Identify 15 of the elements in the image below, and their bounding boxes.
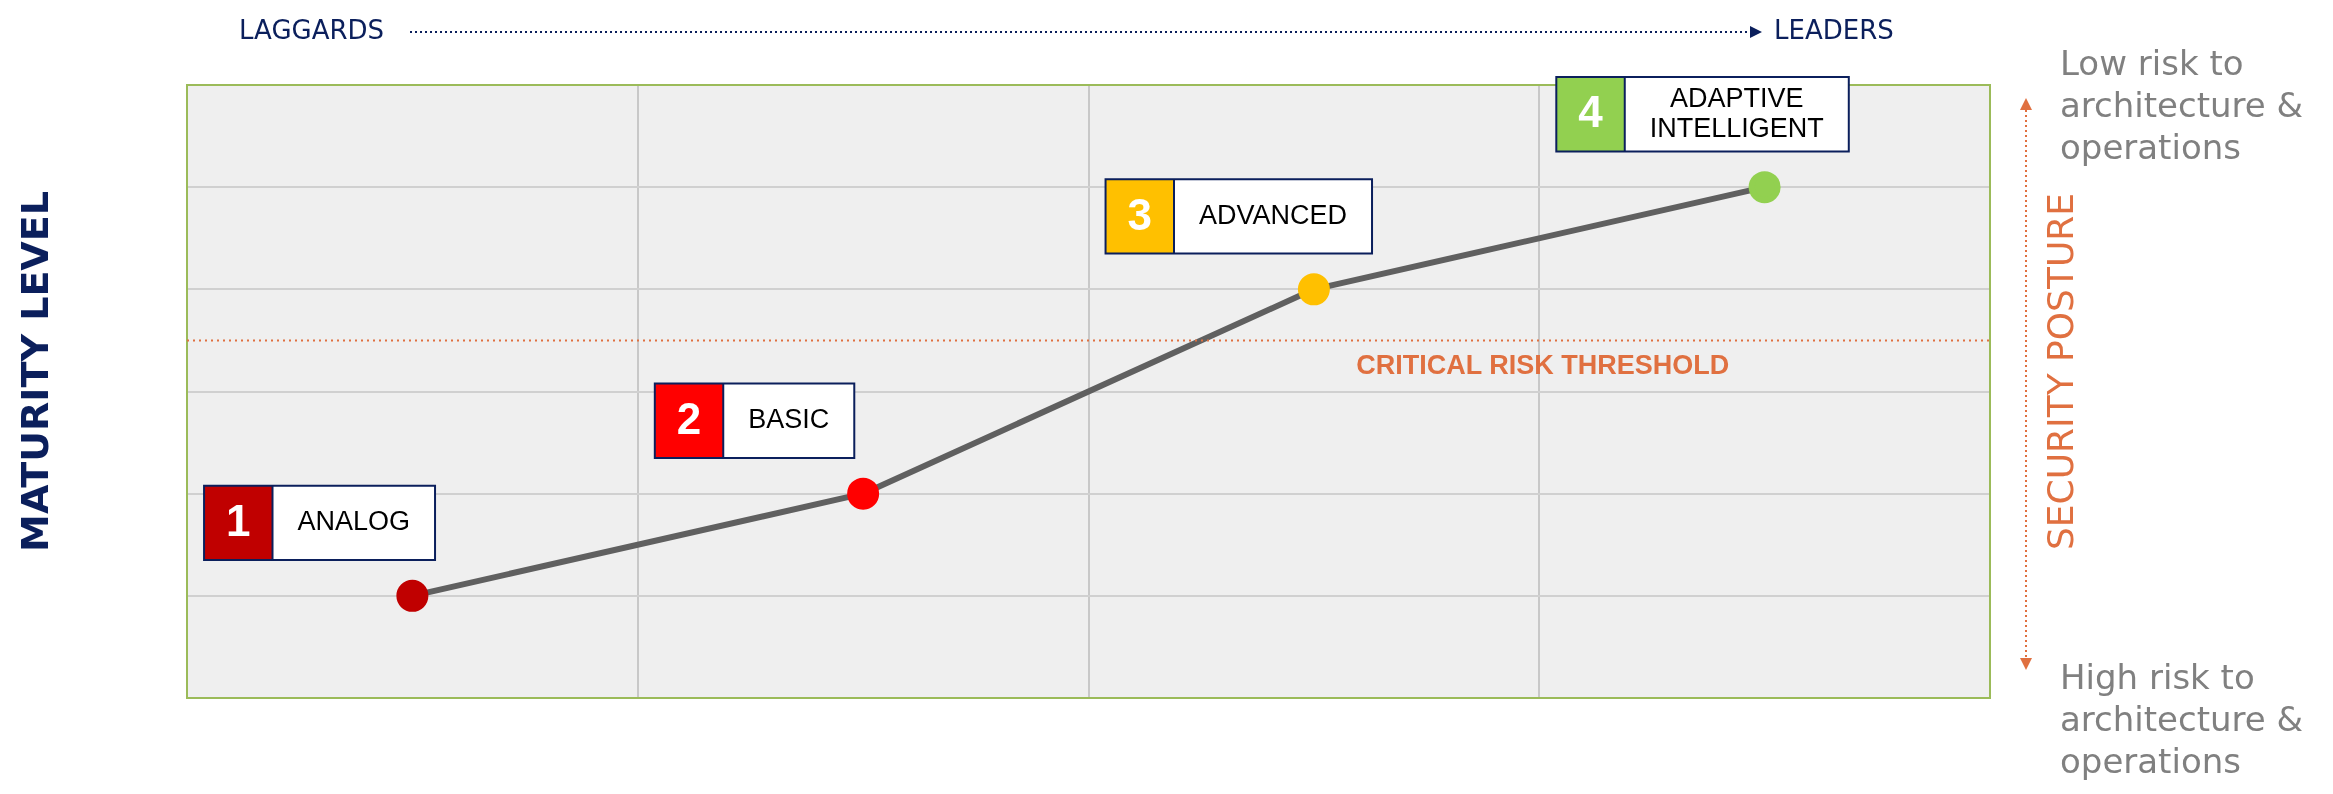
- annotation: 1 ANALOG: [226, 496, 411, 546]
- text: 4 ADAPTIVE INTELLIGENT: [1578, 82, 1824, 143]
- point: [1297, 273, 1330, 306]
- text: Low risk to architecture & operations: [2060, 42, 2304, 167]
- annotation: 3 ADVANCED: [1127, 189, 1348, 239]
- ref-line-label: CRITICAL RISK THRESHOLD: [1356, 349, 1730, 380]
- text: LEADERS: [1774, 14, 1894, 45]
- text: High risk to architecture & operations: [2060, 656, 2304, 781]
- y-axis-title: MATURITY LEVEL: [12, 191, 57, 552]
- point: [847, 477, 880, 510]
- text: LAGGARDS: [239, 14, 385, 45]
- y2-axis-title: SECURITY POSTURE: [2040, 192, 2082, 551]
- point: [396, 579, 429, 612]
- annotation: 2 BASIC: [676, 393, 830, 443]
- point: [1748, 171, 1781, 204]
